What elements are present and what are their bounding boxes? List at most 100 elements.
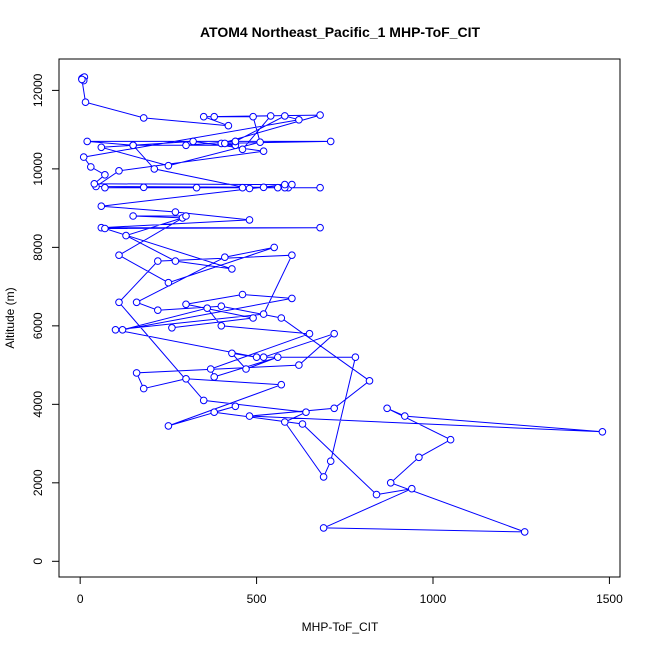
data-point bbox=[326, 457, 335, 466]
data-point bbox=[365, 377, 374, 385]
data-point bbox=[221, 139, 229, 148]
data-point bbox=[270, 243, 279, 252]
data-point bbox=[316, 111, 324, 119]
y-axis: 0 2000 4000 6000 8000 10000 12000 bbox=[31, 73, 60, 565]
data-point bbox=[132, 369, 141, 377]
data-point bbox=[228, 265, 236, 273]
data-point bbox=[182, 141, 190, 150]
data-point bbox=[238, 183, 247, 192]
data-point bbox=[115, 167, 123, 175]
plot-frame bbox=[58, 58, 621, 578]
data-point bbox=[252, 353, 261, 362]
data-point bbox=[256, 138, 264, 146]
data-point bbox=[446, 435, 455, 444]
data-point bbox=[245, 216, 254, 224]
data-point bbox=[210, 408, 218, 417]
data-point bbox=[351, 353, 360, 362]
data-point bbox=[274, 353, 282, 362]
data-point bbox=[288, 294, 296, 303]
data-point bbox=[150, 165, 159, 173]
y-tick-label: 2000 bbox=[31, 469, 45, 496]
data-point bbox=[171, 257, 180, 265]
series-points bbox=[78, 73, 607, 536]
y-tick-label: 4000 bbox=[31, 391, 45, 418]
data-point bbox=[259, 183, 268, 192]
y-tick-label: 0 bbox=[31, 558, 45, 565]
data-point bbox=[224, 121, 233, 130]
x-tick-label: 0 bbox=[77, 592, 84, 606]
data-point bbox=[182, 375, 190, 383]
data-point bbox=[90, 180, 99, 188]
data-point bbox=[182, 212, 190, 220]
data-point bbox=[115, 251, 123, 259]
data-point bbox=[129, 141, 137, 150]
data-point bbox=[319, 524, 328, 532]
data-point bbox=[245, 184, 254, 193]
x-tick-label: 1000 bbox=[420, 592, 447, 606]
data-point bbox=[132, 298, 141, 307]
data-point bbox=[217, 302, 226, 311]
data-point bbox=[97, 143, 106, 152]
data-point bbox=[288, 251, 296, 259]
y-tick-label: 8000 bbox=[31, 234, 45, 261]
data-point bbox=[101, 224, 109, 233]
data-point bbox=[326, 137, 335, 146]
data-point bbox=[281, 180, 289, 189]
x-axis-label: MHP-ToF_CIT bbox=[302, 620, 379, 634]
data-point bbox=[238, 290, 247, 299]
data-point bbox=[302, 408, 310, 417]
y-tick-label: 10000 bbox=[31, 152, 45, 186]
data-point bbox=[259, 310, 268, 318]
data-point bbox=[210, 112, 218, 121]
series-line bbox=[81, 76, 603, 533]
data-point bbox=[316, 183, 324, 192]
data-point bbox=[87, 163, 95, 171]
data-point bbox=[288, 180, 296, 189]
data-point bbox=[115, 298, 123, 307]
data-point bbox=[164, 278, 173, 287]
data-point bbox=[281, 112, 289, 120]
data-point bbox=[305, 329, 314, 338]
data-point bbox=[78, 75, 86, 84]
data-point bbox=[154, 257, 162, 265]
data-point bbox=[83, 137, 91, 146]
data-point bbox=[386, 479, 395, 487]
data-point bbox=[295, 116, 303, 124]
data-point bbox=[245, 412, 254, 420]
data-point bbox=[330, 404, 339, 413]
data-point bbox=[259, 147, 268, 155]
data-point bbox=[129, 212, 137, 220]
data-point bbox=[281, 418, 289, 426]
data-point bbox=[199, 112, 208, 121]
series-path bbox=[81, 76, 603, 533]
data-point bbox=[192, 183, 201, 192]
data-point bbox=[139, 183, 148, 192]
data-point bbox=[111, 326, 120, 334]
data-point bbox=[372, 490, 381, 499]
data-point bbox=[238, 145, 247, 154]
data-point bbox=[164, 422, 173, 430]
data-point bbox=[118, 326, 127, 334]
x-axis: 0 500 1000 1500 bbox=[77, 576, 623, 606]
y-tick-label: 12000 bbox=[31, 73, 45, 107]
data-point bbox=[217, 322, 226, 330]
data-point bbox=[408, 484, 416, 493]
data-point bbox=[274, 183, 282, 192]
data-point bbox=[295, 361, 303, 369]
data-point bbox=[139, 114, 148, 122]
data-point bbox=[210, 373, 218, 381]
data-point bbox=[277, 380, 286, 389]
y-axis-label: Altitude (m) bbox=[3, 287, 17, 348]
data-point bbox=[189, 137, 197, 146]
data-point bbox=[81, 98, 90, 106]
data-point bbox=[316, 223, 324, 232]
data-point bbox=[203, 304, 211, 313]
data-point bbox=[97, 202, 106, 210]
data-point bbox=[330, 329, 339, 338]
chart-title: ATOM4 Northeast_Pacific_1 MHP-ToF_CIT bbox=[200, 24, 481, 40]
data-point bbox=[383, 404, 391, 413]
data-point bbox=[277, 314, 286, 322]
data-point bbox=[206, 365, 215, 373]
data-point bbox=[319, 473, 328, 481]
